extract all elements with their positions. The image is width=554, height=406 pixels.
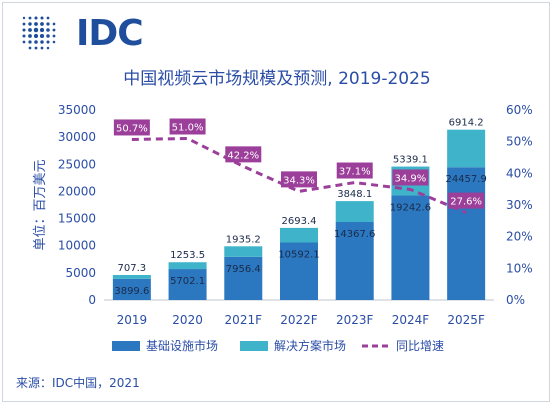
data-label-infrastructure: 3899.6 <box>114 286 149 297</box>
data-label-infrastructure: 24457.9 <box>445 174 486 185</box>
bar-solution <box>112 274 151 279</box>
data-label-growth-box <box>392 169 429 186</box>
bar-solution <box>447 129 486 168</box>
source-note: 来源：IDC中国，2021 <box>16 376 140 390</box>
data-label-growth: 27.6% <box>450 197 482 208</box>
x-tick-label: 2022F <box>280 313 318 327</box>
data-label-solution: 1935.2 <box>226 234 261 245</box>
bar-solution <box>335 201 374 223</box>
data-label-growth-box <box>281 171 317 188</box>
data-label-growth-box <box>113 119 150 136</box>
idc-globe-icon <box>22 16 56 50</box>
data-label-solution: 6914.2 <box>449 118 484 129</box>
x-tick-label: 2025F <box>447 313 485 327</box>
y-tick-label: 0 <box>88 293 96 307</box>
brand-name: IDC <box>76 13 144 54</box>
bar-infrastructure <box>280 242 318 300</box>
data-label-infrastructure: 5702.1 <box>170 276 205 287</box>
legend-label: 同比增速 <box>396 339 444 353</box>
bar-solution <box>224 246 263 257</box>
y2-tick-label: 40% <box>506 166 533 180</box>
data-label-solution: 707.3 <box>118 263 147 274</box>
bar-infrastructure <box>168 269 207 300</box>
data-label-growth: 34.3% <box>283 175 315 186</box>
data-label-infrastructure: 14367.6 <box>334 229 375 240</box>
data-label-growth-box <box>336 162 373 179</box>
x-tick-label: 2019 <box>117 313 148 327</box>
data-label-growth-box <box>169 118 206 135</box>
data-label-solution: 3848.1 <box>337 189 372 200</box>
data-label-growth: 34.9% <box>395 173 427 184</box>
data-label-growth-box <box>225 146 262 163</box>
bar-infrastructure <box>335 222 374 300</box>
bar-infrastructure <box>447 167 486 300</box>
data-label-solution: 2693.4 <box>282 216 317 227</box>
data-label-growth: 37.1% <box>339 167 371 178</box>
y-tick-label: 25000 <box>58 157 96 171</box>
y-tick-label: 15000 <box>58 212 96 226</box>
data-label-solution: 5339.1 <box>393 155 428 166</box>
y2-tick-label: 0% <box>506 293 525 307</box>
y2-tick-label: 60% <box>506 103 533 117</box>
data-label-growth-box <box>448 192 485 209</box>
y2-tick-label: 50% <box>506 135 533 149</box>
bar-infrastructure <box>224 256 263 300</box>
y2-tick-label: 20% <box>506 230 533 244</box>
y2-tick-label: 30% <box>506 198 533 212</box>
data-label-growth: 51.0% <box>172 123 204 134</box>
legend-label: 基础设施市场 <box>146 338 218 353</box>
bar-infrastructure <box>112 278 151 300</box>
legend-swatch <box>240 341 268 351</box>
bar-infrastructure <box>391 195 430 300</box>
legend-label: 解决方案市场 <box>274 338 346 353</box>
y-tick-label: 5000 <box>65 266 96 280</box>
x-tick-label: 2021F <box>225 313 263 327</box>
y2-tick-label: 10% <box>506 261 533 275</box>
idc-logo: IDC <box>16 10 144 54</box>
legend-swatch <box>112 341 140 351</box>
data-label-infrastructure: 19242.6 <box>390 203 431 214</box>
y-tick-label: 20000 <box>58 184 96 198</box>
y-axis-label: 单位：百万美元 <box>33 159 48 250</box>
bar-solution <box>168 262 207 270</box>
data-label-infrastructure: 7956.4 <box>226 264 261 275</box>
y-tick-label: 35000 <box>58 103 96 117</box>
y-tick-label: 10000 <box>58 239 96 253</box>
data-label-infrastructure: 10592.1 <box>278 250 319 261</box>
y-tick-label: 30000 <box>58 130 96 144</box>
bar-solution <box>280 227 318 243</box>
data-label-growth: 42.2% <box>227 150 259 161</box>
data-label-growth: 50.7% <box>116 123 148 134</box>
chart-title: 中国视频云市场规模及预测, 2019-2025 <box>123 69 431 89</box>
x-tick-label: 2023F <box>336 313 374 327</box>
x-tick-label: 2024F <box>392 313 430 327</box>
data-label-solution: 1253.5 <box>170 250 205 261</box>
x-tick-label: 2020 <box>172 313 203 327</box>
growth-rate-line <box>131 136 467 214</box>
